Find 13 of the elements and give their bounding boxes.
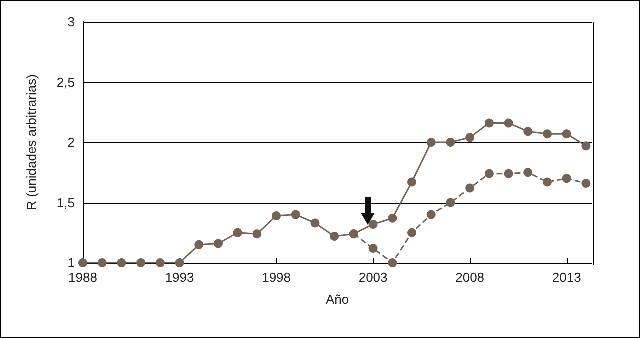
x-tick-label: 2013 bbox=[552, 270, 582, 285]
x-tick-label: 2008 bbox=[456, 270, 485, 285]
y-axis-title: R (unidades arbitrarias) bbox=[24, 74, 39, 210]
x-axis-title: Año bbox=[326, 292, 350, 307]
y-tick-label: 1 bbox=[68, 256, 75, 270]
x-tick-label: 1988 bbox=[68, 270, 98, 285]
x-tick-label: 2003 bbox=[358, 270, 388, 285]
y-tick-label: 1,5 bbox=[56, 195, 75, 210]
y-tick-label: 2,5 bbox=[56, 74, 75, 90]
y-tick-label: 2 bbox=[68, 135, 75, 150]
x-tick-label: 1998 bbox=[262, 270, 291, 285]
y-tick-label: 3 bbox=[68, 14, 75, 30]
x-tick-label: 1993 bbox=[165, 270, 194, 285]
